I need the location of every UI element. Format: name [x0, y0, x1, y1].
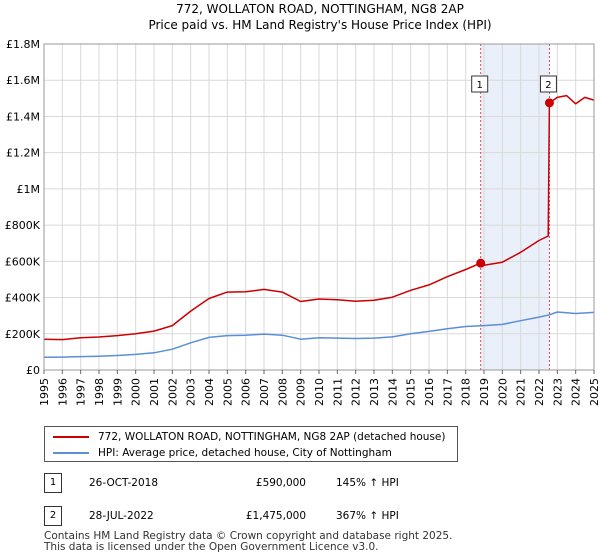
- sale-marker-label: 2: [545, 80, 551, 91]
- x-tick-label: 2006: [240, 378, 253, 406]
- x-tick-label: 2010: [313, 378, 326, 406]
- chart-subtitle: Price paid vs. HM Land Registry's House …: [148, 18, 491, 32]
- x-tick-label: 2004: [203, 378, 216, 406]
- legend-item-hpi: HPI: Average price, detached house, City…: [45, 445, 457, 461]
- sale-marker-label: 1: [477, 80, 483, 91]
- legend-label-hpi: HPI: Average price, detached house, City…: [98, 447, 392, 459]
- x-tick-label: 2016: [423, 378, 436, 406]
- y-tick-label: £1.2M: [6, 147, 40, 160]
- sale-period-shading: [480, 44, 550, 370]
- sale-badge: 2: [44, 506, 62, 526]
- x-tick-label: 2024: [570, 378, 583, 406]
- x-tick-label: 2011: [331, 378, 344, 406]
- x-tick-label: 1997: [75, 378, 88, 406]
- footer-line-2: This data is licensed under the Open Gov…: [44, 541, 379, 553]
- y-tick-label: £1.8M: [6, 38, 40, 51]
- x-tick-label: 2001: [148, 378, 161, 406]
- sale-price: £590,000: [255, 477, 306, 489]
- footer: Contains HM Land Registry data © Crown c…: [44, 531, 452, 553]
- sale-hpi-change: 367% ↑ HPI: [336, 510, 399, 522]
- x-tick-label: 2013: [368, 378, 381, 406]
- y-tick-label: £1.6M: [6, 74, 40, 87]
- price-chart: 772, WOLLATON ROAD, NOTTINGHAM, NG8 2AP …: [5, 2, 600, 406]
- sale-point: [544, 98, 554, 108]
- x-tick-label: 2009: [295, 378, 308, 406]
- x-tick-label: 2012: [350, 378, 363, 406]
- x-tick-label: 2000: [130, 378, 143, 406]
- sale-date: 26-OCT-2018: [89, 477, 158, 489]
- x-tick-label: 2019: [478, 378, 491, 406]
- x-tick-label: 2021: [515, 378, 528, 406]
- x-axis: 1995 1996 1997 1998 1999 2000 2001 2002 2003 2004…: [38, 370, 600, 406]
- footer-line-1: Contains HM Land Registry data © Crown c…: [44, 530, 453, 542]
- sale-badge: 1: [44, 473, 62, 493]
- y-tick-label: £400K: [5, 292, 41, 305]
- legend-swatch-property: [53, 436, 89, 438]
- x-tick-label: 2015: [405, 378, 418, 406]
- property-series-line: [43, 94, 595, 341]
- y-tick-label: £1M: [17, 183, 41, 196]
- sale-marker-box: [539, 75, 557, 93]
- y-tick-label: £200K: [5, 328, 41, 341]
- sale-price: £1,475,000: [245, 510, 306, 522]
- x-tick-label: 2020: [496, 378, 509, 406]
- sale-hpi-change: 145% ↑ HPI: [336, 477, 399, 489]
- sale-point: [476, 258, 486, 268]
- sale-marker-box: [471, 75, 489, 93]
- x-tick-label: 2025: [588, 378, 600, 406]
- x-tick-label: 2022: [533, 378, 546, 406]
- x-tick-label: 2003: [185, 378, 198, 406]
- hpi-series-line: [43, 311, 595, 359]
- x-tick-label: 2017: [441, 378, 454, 406]
- y-axis: £0 £200K £400K £600K £800K £1M £1.2M £1.4M £1.6M…: [5, 38, 41, 377]
- y-tick-label: £1.4M: [6, 110, 40, 123]
- chart-title: 772, WOLLATON ROAD, NOTTINGHAM, NG8 2AP: [176, 2, 464, 16]
- x-tick-label: 2014: [386, 378, 399, 406]
- series-layer: [43, 94, 595, 359]
- x-tick-label: 2005: [221, 378, 234, 406]
- x-tick-label: 1996: [56, 378, 69, 406]
- legend: 772, WOLLATON ROAD, NOTTINGHAM, NG8 2AP …: [44, 426, 458, 462]
- x-tick-label: 1995: [38, 378, 51, 406]
- sale-date: 28-JUL-2022: [89, 510, 154, 522]
- x-tick-label: 2002: [166, 378, 179, 406]
- legend-label-property: 772, WOLLATON ROAD, NOTTINGHAM, NG8 2AP …: [98, 431, 446, 443]
- y-tick-label: £600K: [5, 255, 41, 268]
- x-tick-label: 2018: [460, 378, 473, 406]
- y-tick-label: £800K: [5, 219, 41, 232]
- legend-swatch-hpi: [53, 452, 89, 454]
- y-tick-label: £0: [26, 364, 40, 377]
- x-tick-label: 2007: [258, 378, 271, 406]
- x-tick-label: 1998: [93, 378, 106, 406]
- x-tick-label: 2008: [276, 378, 289, 406]
- x-tick-label: 1999: [111, 378, 124, 406]
- legend-item-property: 772, WOLLATON ROAD, NOTTINGHAM, NG8 2AP …: [45, 429, 457, 445]
- x-tick-label: 2023: [551, 378, 564, 406]
